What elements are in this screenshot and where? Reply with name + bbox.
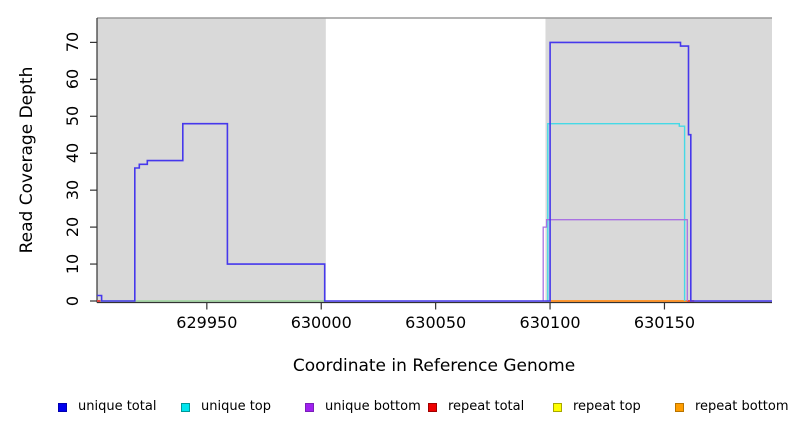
x-tick-label: 630000 xyxy=(290,313,352,332)
legend-label: repeat bottom xyxy=(695,399,789,414)
legend-label: repeat total xyxy=(448,399,525,414)
y-tick-label: 30 xyxy=(63,179,82,201)
legend-swatch-icon xyxy=(181,402,190,412)
y-tick-label: 0 xyxy=(63,295,82,307)
y-tick-label: 40 xyxy=(63,143,82,164)
y-tick-label: 60 xyxy=(63,69,82,90)
x-tick-label: 630100 xyxy=(519,313,581,332)
x-axis-title: Coordinate in Reference Genome xyxy=(292,356,576,376)
y-tick-label: 20 xyxy=(63,216,82,238)
legend-item: repeat total xyxy=(428,399,524,415)
legend-label: unique top xyxy=(201,399,272,414)
plot-canvas xyxy=(90,17,772,310)
legend-item: unique top xyxy=(181,399,271,415)
legend-label: repeat top xyxy=(573,399,641,414)
shaded-region xyxy=(97,18,326,303)
x-tick-label: 629950 xyxy=(176,313,238,332)
legend-swatch-icon xyxy=(675,402,684,412)
series-unique-total xyxy=(97,41,772,302)
y-tick-label: 50 xyxy=(63,106,82,127)
legend-item: repeat top xyxy=(553,399,641,415)
legend-swatch-icon xyxy=(58,402,67,412)
legend-label: unique bottom xyxy=(325,399,421,414)
legend-item: unique total xyxy=(58,399,156,415)
legend-item: unique bottom xyxy=(305,399,421,415)
y-axis-title: Read Coverage Depth xyxy=(17,66,37,254)
legend-swatch-icon xyxy=(428,402,437,412)
legend-label: unique total xyxy=(78,399,157,414)
x-tick-label: 630150 xyxy=(633,313,695,332)
legend-swatch-icon xyxy=(553,402,562,412)
y-tick-label: 10 xyxy=(63,253,82,275)
x-tick-label: 630050 xyxy=(405,313,467,332)
legend-item: repeat bottom xyxy=(675,399,789,415)
series-unique-top xyxy=(547,122,686,301)
series-unique-bottom xyxy=(542,219,688,301)
legend: unique total unique top unique bottom repea… xyxy=(0,399,792,419)
shaded-region xyxy=(545,18,772,303)
legend-swatch-icon xyxy=(305,402,314,412)
y-tick-label: 70 xyxy=(63,32,82,53)
